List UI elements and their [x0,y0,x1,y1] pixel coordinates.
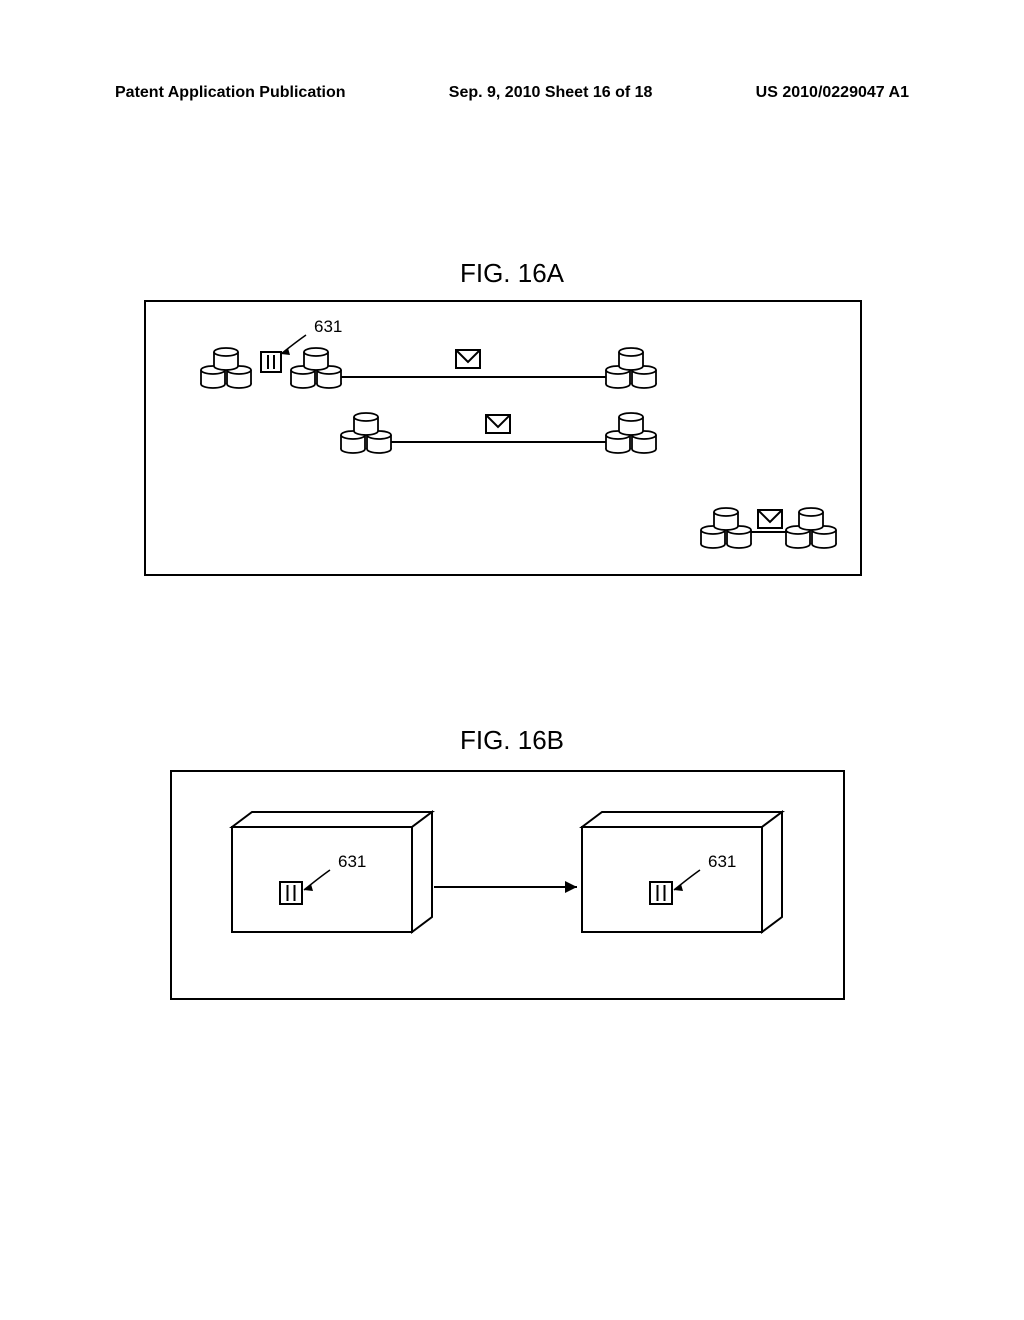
storage-box-icon [582,812,782,932]
figure-16b-title: FIG. 16B [0,725,1024,756]
storage-cluster-icon [201,348,251,388]
storage-box-icon [232,812,432,932]
figure-16b-diagram: 631 631 [170,770,845,1000]
figure-16b-svg: 631 631 [172,772,847,1002]
envelope-icon [486,415,510,433]
leader-arrowhead [281,348,290,355]
storage-cluster-icon [701,508,751,548]
page-header: Patent Application Publication Sep. 9, 2… [0,84,1024,102]
ref-label-631: 631 [314,317,342,336]
storage-cluster-icon [341,413,391,453]
storage-cluster-icon [606,413,656,453]
storage-cluster-icon [291,348,341,388]
pause-icon [650,882,672,904]
figure-16a-svg: 631 [146,302,864,578]
pause-icon [261,352,281,372]
pause-icon [280,882,302,904]
header-date-sheet: Sep. 9, 2010 Sheet 16 of 18 [449,84,653,102]
arrow-head [565,881,577,893]
envelope-icon [456,350,480,368]
header-patent-number: US 2010/0229047 A1 [756,84,909,102]
storage-cluster-icon [786,508,836,548]
ref-label-631-right: 631 [708,852,736,871]
storage-cluster-icon [606,348,656,388]
figure-16a-title: FIG. 16A [0,258,1024,289]
figure-16a-diagram: 631 [144,300,862,576]
ref-label-631-left: 631 [338,852,366,871]
header-publication: Patent Application Publication [115,84,346,102]
envelope-icon [758,510,782,528]
